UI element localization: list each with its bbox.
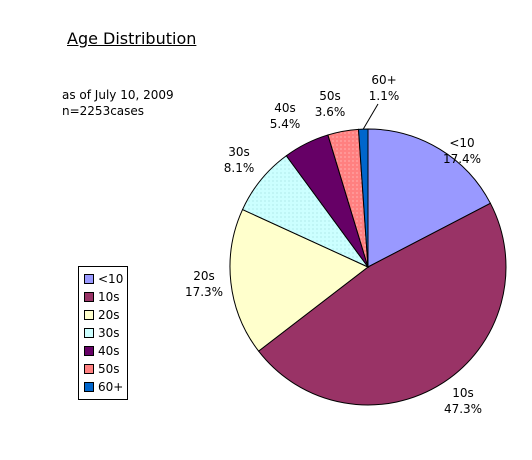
legend-swatch	[84, 346, 94, 356]
legend-label: 10s	[98, 290, 120, 304]
slice-leader-line	[362, 103, 379, 130]
legend-label: <10	[98, 272, 124, 286]
slice-percent-label: 5.4%	[270, 117, 301, 131]
slice-percent-label: 17.4%	[443, 152, 481, 166]
slice-percent-label: 3.6%	[315, 105, 346, 119]
legend-swatch	[84, 382, 94, 392]
pie-slice-1	[367, 128, 492, 268]
chart-legend: <10 10s 20s 30s 40s 50s 60+	[78, 266, 128, 400]
legend-item-3: 20s	[84, 306, 127, 324]
note-date: as of July 10, 2009	[62, 88, 174, 102]
pie-slice-3	[229, 208, 369, 352]
legend-label: 50s	[98, 362, 120, 376]
slice-category-label: 10s	[452, 386, 474, 400]
legend-item-1: <10	[84, 270, 127, 288]
legend-label: 20s	[98, 308, 120, 322]
slice-percent-label: 8.1%	[224, 161, 255, 175]
legend-label: 30s	[98, 326, 120, 340]
legend-item-5: 40s	[84, 342, 127, 360]
legend-label: 40s	[98, 344, 120, 358]
legend-label: 60+	[98, 380, 124, 394]
slice-category-label: 50s	[319, 89, 341, 103]
legend-swatch	[84, 292, 94, 302]
slice-category-label: 40s	[274, 101, 296, 115]
legend-item-4: 30s	[84, 324, 127, 342]
slice-percent-label: 17.3%	[185, 285, 223, 299]
legend-swatch	[84, 328, 94, 338]
pie-slices	[229, 128, 507, 406]
chart-title: Age Distribution	[67, 29, 197, 48]
pie-slice-7	[357, 128, 369, 268]
legend-item-7: 60+	[84, 378, 127, 396]
slice-percent-label: 47.3%	[444, 402, 482, 416]
legend-swatch	[84, 310, 94, 320]
pie-slice-2	[257, 202, 507, 406]
note-sample-size: n=2253cases	[62, 104, 145, 118]
legend-item-2: 10s	[84, 288, 127, 306]
slice-category-label: 20s	[193, 269, 215, 283]
legend-item-6: 50s	[84, 360, 127, 378]
slice-category-label: <10	[449, 136, 474, 150]
slice-category-label: 60+	[371, 73, 396, 87]
slice-percent-label: 1.1%	[369, 89, 400, 103]
legend-swatch	[84, 364, 94, 374]
pie-slice-labels: <10 17.4% 10s 47.3% 20s 17.3% 30s 8.1% 40s 5.4% 50…	[185, 73, 482, 416]
slice-category-label: 30s	[228, 145, 250, 159]
legend-swatch	[84, 274, 94, 284]
chart-note: as of July 10, 2009 n=2253cases	[62, 87, 174, 119]
